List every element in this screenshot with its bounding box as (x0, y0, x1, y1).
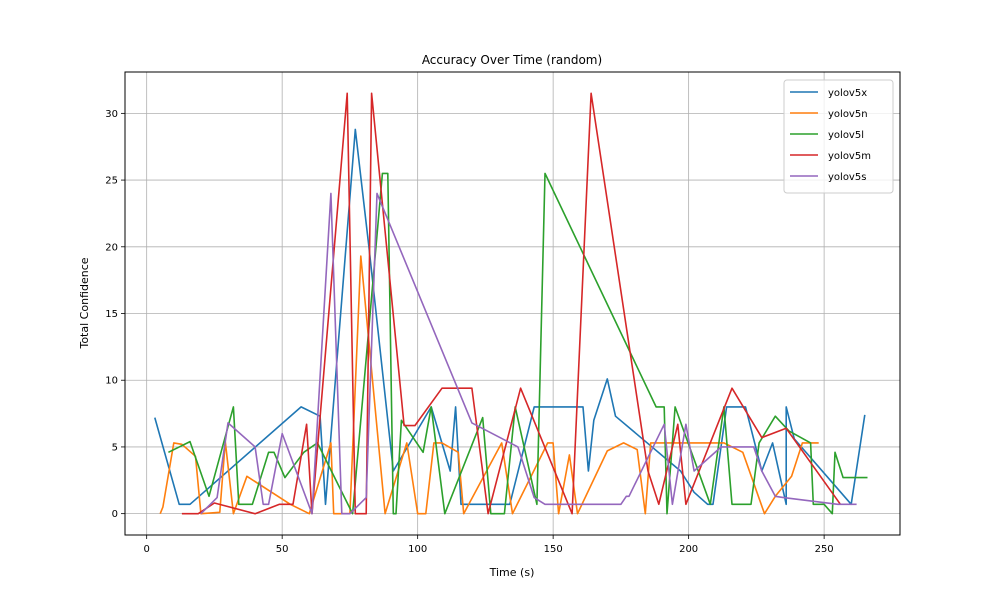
x-tick-label: 50 (276, 544, 289, 555)
series-line-yolov5m (181, 92, 842, 515)
series-line-yolov5x (154, 128, 866, 506)
y-axis-ticks: 0 5 10 15 20 25 30 (105, 109, 125, 520)
legend-label: yolov5l (828, 130, 864, 141)
series-lines (154, 92, 868, 515)
x-tick-label: 250 (815, 544, 834, 555)
x-tick-label: 100 (408, 544, 427, 555)
y-tick-label: 10 (105, 376, 118, 387)
series-line-yolov5s (200, 192, 857, 515)
legend-label: yolov5m (828, 151, 871, 162)
y-tick-label: 15 (105, 309, 118, 320)
legend-label: yolov5s (828, 172, 866, 183)
y-tick-label: 30 (105, 109, 118, 120)
chart-title: Accuracy Over Time (random) (422, 53, 602, 67)
y-axis-label: Total Confidence (78, 257, 91, 349)
legend-label: yolov5x (828, 88, 867, 99)
x-tick-label: 200 (679, 544, 698, 555)
plot-frame (124, 71, 901, 536)
legend-box (783, 79, 894, 194)
y-tick-label: 25 (105, 176, 118, 187)
y-tick-label: 20 (105, 242, 118, 253)
x-tick-label: 150 (544, 544, 563, 555)
y-tick-label: 5 (112, 442, 118, 453)
x-tick-label: 0 (143, 544, 149, 555)
x-axis-ticks: 0 50 100 150 200 250 (143, 535, 834, 555)
y-tick-label: 0 (112, 509, 118, 520)
legend-label: yolov5n (828, 109, 868, 120)
legend: yolov5x yolov5n yolov5l yolov5m yolov5s (783, 79, 894, 194)
x-axis-label: Time (s) (489, 566, 535, 579)
